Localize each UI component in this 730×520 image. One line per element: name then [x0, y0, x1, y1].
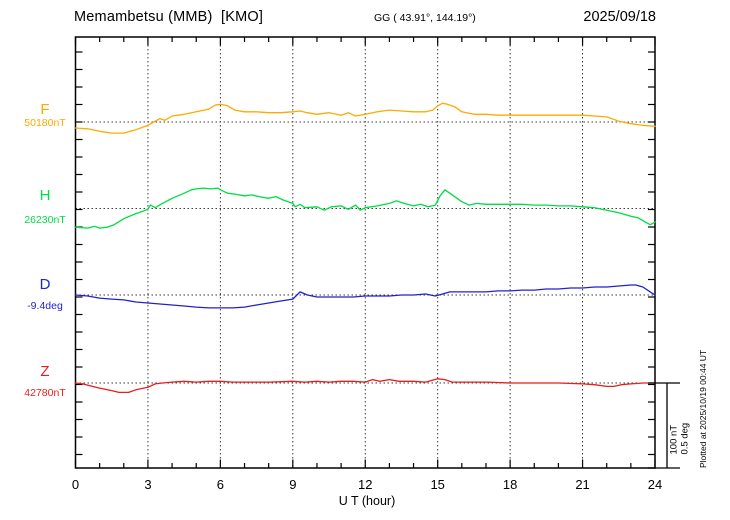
trace-value-D: -9.4deg: [27, 300, 63, 312]
trace-Z: [74, 378, 656, 394]
trace-label-F: F 50180nT: [14, 102, 76, 129]
scale-bar-label-deg: 0.5 deg: [679, 422, 691, 455]
trace-F: [74, 102, 656, 134]
x-tick-label-21: 21: [575, 477, 589, 492]
station-title: Memambetsu (MMB) [KMO]: [74, 9, 264, 25]
x-tick-label-0: 0: [72, 477, 79, 492]
x-tick-label-18: 18: [503, 477, 517, 492]
trace-D: [74, 284, 656, 309]
x-axis-title: U T (hour): [338, 494, 396, 508]
trace-value-F: 50180nT: [24, 117, 66, 129]
geographic-coordinates: GG ( 43.91°, 144.19°): [374, 12, 476, 24]
trace-letter-H: H: [39, 187, 51, 204]
x-tick-label-9: 9: [289, 477, 296, 492]
trace-label-D: D -9.4deg: [14, 277, 76, 312]
trace-letter-Z: Z: [40, 363, 50, 380]
x-tick-label-15: 15: [430, 477, 444, 492]
trace-label-H: H 26230nT: [14, 188, 76, 226]
plotted-at-note: Plotted at 2025/10/19 00:44 UT: [698, 349, 708, 468]
x-tick-label-3: 3: [144, 477, 151, 492]
x-tick-label-24: 24: [648, 477, 662, 492]
scale-bar-label-nt: 100 nT: [668, 424, 680, 455]
trace-value-H: 26230nT: [24, 214, 66, 226]
observation-date: 2025/09/18: [583, 9, 656, 25]
x-tick-label-6: 6: [217, 477, 224, 492]
trace-H: [74, 187, 656, 229]
trace-letter-F: F: [40, 101, 50, 118]
x-tick-label-12: 12: [358, 477, 372, 492]
trace-letter-D: D: [39, 276, 51, 293]
trace-label-Z: Z 42780nT: [14, 364, 76, 399]
trace-value-Z: 42780nT: [24, 387, 66, 399]
